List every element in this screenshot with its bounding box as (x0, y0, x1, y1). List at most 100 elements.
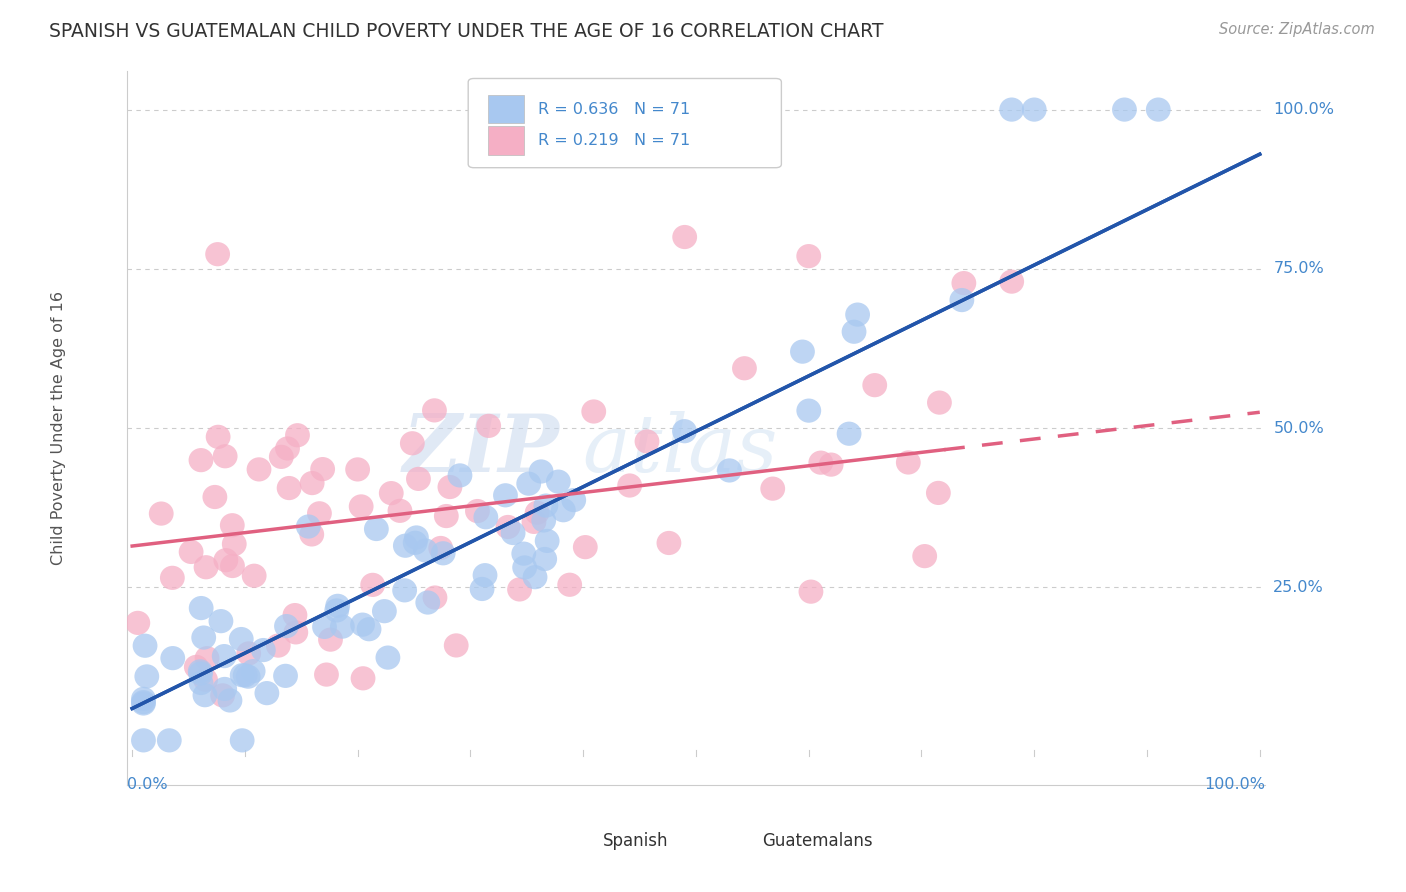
Text: R = 0.636: R = 0.636 (537, 102, 619, 117)
Ellipse shape (1112, 97, 1137, 121)
Ellipse shape (1000, 97, 1024, 121)
Ellipse shape (808, 450, 834, 475)
Ellipse shape (240, 659, 266, 683)
Ellipse shape (188, 596, 214, 620)
Ellipse shape (349, 494, 374, 518)
Ellipse shape (188, 659, 212, 683)
Ellipse shape (533, 493, 558, 517)
Ellipse shape (927, 481, 950, 505)
Ellipse shape (188, 661, 214, 686)
Ellipse shape (422, 398, 447, 423)
Ellipse shape (434, 504, 458, 528)
Ellipse shape (790, 340, 815, 364)
Ellipse shape (131, 687, 156, 711)
Text: 25.0%: 25.0% (1274, 580, 1324, 595)
Ellipse shape (375, 646, 401, 670)
Ellipse shape (266, 633, 291, 657)
Ellipse shape (508, 577, 531, 601)
Ellipse shape (927, 391, 952, 415)
Text: 50.0%: 50.0% (1274, 421, 1324, 435)
Ellipse shape (949, 288, 974, 312)
Ellipse shape (534, 529, 560, 553)
Ellipse shape (311, 457, 335, 481)
Bar (488, 95, 524, 123)
Ellipse shape (212, 444, 238, 468)
Ellipse shape (269, 445, 294, 469)
Ellipse shape (219, 513, 245, 537)
Bar (488, 127, 524, 155)
Ellipse shape (236, 665, 260, 689)
Ellipse shape (392, 533, 418, 558)
Ellipse shape (444, 633, 468, 657)
Ellipse shape (325, 594, 350, 618)
Ellipse shape (733, 356, 756, 380)
Ellipse shape (193, 668, 218, 692)
Ellipse shape (465, 499, 489, 524)
Text: Source: ZipAtlas.com: Source: ZipAtlas.com (1219, 22, 1375, 37)
Text: 100.0%: 100.0% (1274, 102, 1334, 117)
Ellipse shape (299, 523, 325, 547)
Ellipse shape (523, 565, 547, 590)
Ellipse shape (135, 665, 159, 689)
Ellipse shape (160, 646, 186, 670)
Ellipse shape (388, 499, 412, 523)
Ellipse shape (242, 564, 267, 588)
Ellipse shape (862, 373, 887, 397)
Ellipse shape (572, 535, 598, 559)
Ellipse shape (761, 476, 785, 500)
Ellipse shape (501, 521, 526, 545)
Text: SPANISH VS GUATEMALAN CHILD POVERTY UNDER THE AGE OF 16 CORRELATION CHART: SPANISH VS GUATEMALAN CHILD POVERTY UNDE… (49, 22, 884, 41)
Ellipse shape (212, 644, 236, 668)
Ellipse shape (474, 505, 498, 529)
Ellipse shape (657, 531, 682, 555)
Ellipse shape (208, 609, 233, 633)
Ellipse shape (516, 472, 541, 496)
Ellipse shape (404, 525, 429, 549)
Ellipse shape (205, 425, 231, 449)
Ellipse shape (194, 646, 219, 670)
Ellipse shape (581, 400, 606, 424)
Ellipse shape (1000, 269, 1024, 293)
Ellipse shape (188, 448, 214, 472)
Text: 100.0%: 100.0% (1205, 777, 1265, 792)
Ellipse shape (672, 419, 697, 443)
Ellipse shape (233, 664, 257, 688)
Ellipse shape (350, 613, 375, 637)
Ellipse shape (299, 471, 325, 495)
Ellipse shape (160, 566, 184, 590)
Ellipse shape (274, 614, 299, 638)
Ellipse shape (330, 615, 354, 639)
Ellipse shape (346, 458, 370, 482)
Ellipse shape (1022, 97, 1046, 121)
FancyBboxPatch shape (557, 829, 596, 853)
Ellipse shape (307, 501, 332, 525)
Ellipse shape (297, 515, 321, 539)
Ellipse shape (229, 663, 254, 688)
FancyBboxPatch shape (717, 829, 755, 853)
Ellipse shape (218, 689, 242, 713)
Ellipse shape (157, 728, 181, 753)
Text: 0.0%: 0.0% (127, 777, 167, 792)
Ellipse shape (131, 691, 156, 715)
Ellipse shape (617, 474, 643, 498)
Ellipse shape (717, 458, 742, 483)
Ellipse shape (551, 498, 575, 523)
Ellipse shape (132, 633, 157, 657)
Ellipse shape (360, 573, 385, 597)
Ellipse shape (283, 603, 308, 627)
Ellipse shape (236, 641, 262, 665)
Text: ZIP: ZIP (402, 411, 560, 488)
Ellipse shape (392, 578, 418, 602)
Ellipse shape (561, 488, 586, 512)
Ellipse shape (413, 539, 437, 563)
Ellipse shape (222, 532, 246, 556)
Ellipse shape (593, 97, 619, 121)
Ellipse shape (837, 422, 862, 446)
Ellipse shape (229, 728, 254, 753)
Ellipse shape (229, 627, 253, 651)
Ellipse shape (312, 615, 337, 639)
Ellipse shape (284, 620, 308, 645)
Ellipse shape (472, 563, 498, 587)
Ellipse shape (318, 628, 343, 652)
FancyBboxPatch shape (468, 78, 782, 168)
